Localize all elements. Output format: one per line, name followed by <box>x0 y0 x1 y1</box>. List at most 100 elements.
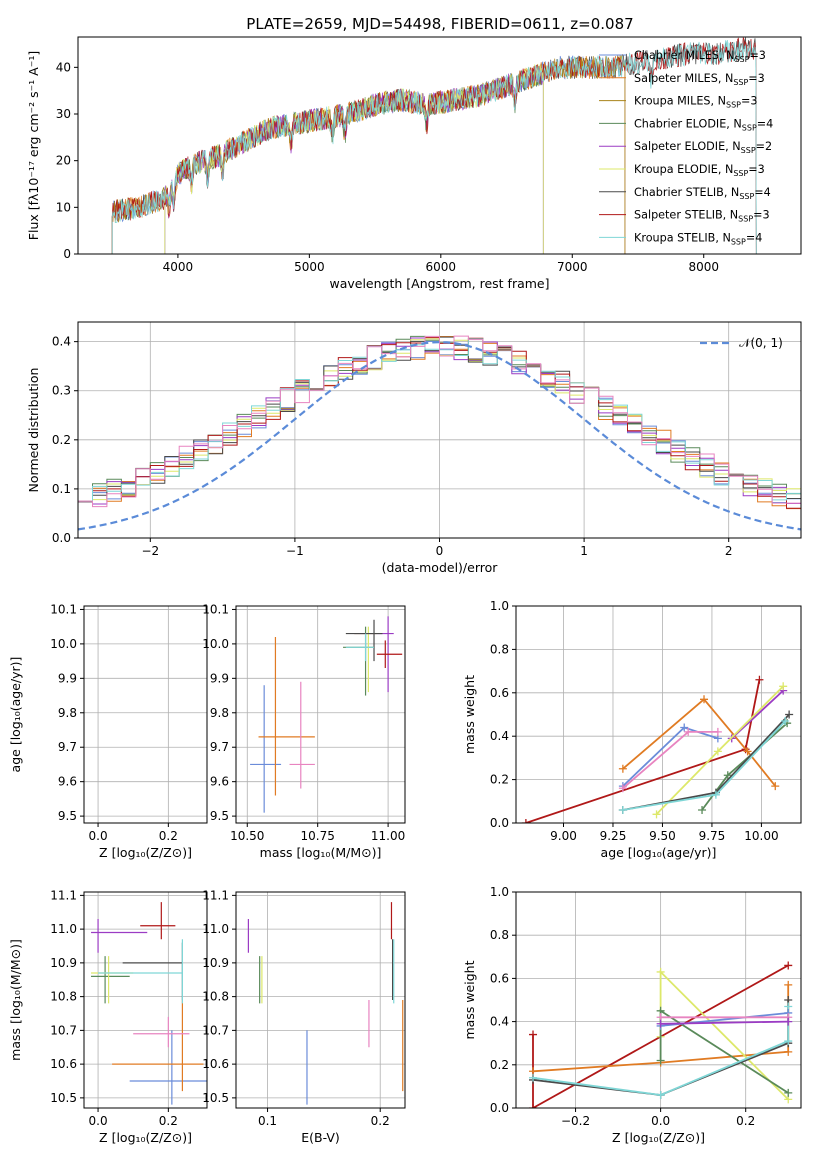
legend-entry-count: =4 <box>757 117 774 130</box>
axes-frame <box>235 605 406 824</box>
y-tick-label: 0.4 <box>490 1015 509 1029</box>
y-tick-label: 11.0 <box>50 922 77 936</box>
plot-area <box>78 335 801 531</box>
y-tick-label: 9.7 <box>58 740 77 754</box>
y-axis-label: Flux [fλ10⁻¹⁷ erg cm⁻² s⁻¹ A⁻¹] <box>26 51 41 240</box>
legend-entry-subscript: SSP <box>734 55 749 64</box>
mass-weight-marker <box>656 1056 665 1065</box>
y-tick-label: 1.0 <box>490 599 509 613</box>
legend-entry-subscript: SSP <box>742 123 757 132</box>
legend-entry-count: =3 <box>753 209 770 222</box>
mass-weight-line <box>532 964 789 1108</box>
y-tick-label: 0.3 <box>52 384 71 398</box>
y-tick-label: 10.9 <box>202 956 229 970</box>
y-axis-label: mass [log₁₀(M/M⊙)] <box>8 939 23 1061</box>
mass-weight-line <box>622 698 777 787</box>
y-tick-label: 9.6 <box>210 775 229 789</box>
mass-weight-marker <box>784 980 793 989</box>
y-tick-label: 9.8 <box>58 706 77 720</box>
legend-entry: Kroupa MILES, NSSP=3 <box>634 95 757 110</box>
legend-entry-name: Salpeter ELODIE, N <box>634 140 741 153</box>
mass-weight-marker <box>771 782 780 791</box>
legend-entry-name: Kroupa MILES, N <box>634 95 726 108</box>
y-tick-label: 1.0 <box>490 885 509 899</box>
mass-weight-marker <box>743 747 752 756</box>
histogram-panel: −2 −1 0 1 2 0.0 0.1 0.2 0.3 0.4 (data-model)/error… <box>26 321 802 575</box>
y-tick-label: 10 <box>56 200 71 214</box>
y-axis-label: Normed distribution <box>26 368 41 493</box>
legend-entry-name: Chabrier STELIB, N <box>634 186 739 199</box>
spectrum-series <box>111 55 626 254</box>
axes-frame <box>515 605 802 824</box>
y-tick-label: 9.6 <box>58 775 77 789</box>
x-tick-label: 4000 <box>163 260 194 274</box>
mass-weight-marker <box>529 1030 538 1039</box>
legend-entry-subscript: SSP <box>739 192 754 201</box>
x-tick-label: 1 <box>580 544 588 558</box>
plot-area <box>111 37 757 254</box>
y-tick-label: 9.5 <box>58 809 77 823</box>
legend-entry-count: =3 <box>749 49 766 62</box>
x-tick-label: 0.2 <box>159 1114 178 1128</box>
x-tick-label: 0.1 <box>258 1114 277 1128</box>
plot-area <box>250 616 403 813</box>
plot-area <box>529 961 793 1108</box>
x-axis-label: age [log₁₀(age/yr)] <box>601 845 717 860</box>
mass-weight-marker <box>784 961 793 970</box>
x-tick-label: 9.00 <box>550 829 577 843</box>
legend-entry-subscript: SSP <box>741 146 756 155</box>
x-tick-label: 10.75 <box>301 829 335 843</box>
y-tick-label: 0.0 <box>490 1101 509 1115</box>
x-tick-label: 10.00 <box>744 829 778 843</box>
x-tick-label: 8000 <box>688 260 719 274</box>
x-tick-label: 0.0 <box>89 1114 108 1128</box>
legend-entry-name: Kroupa STELIB, N <box>634 231 731 244</box>
mass-weight-marker <box>784 1037 793 1046</box>
mass-weight-marker <box>618 764 627 773</box>
y-tick-label: 10.8 <box>202 990 229 1004</box>
axes-frame <box>515 891 802 1109</box>
x-tick-label: 9.50 <box>649 829 676 843</box>
legend-entry: Salpeter STELIB, NSSP=3 <box>634 209 770 224</box>
spectrum-series <box>111 54 626 254</box>
legend-entry-name: Chabrier ELODIE, N <box>634 117 742 130</box>
y-tick-label: 10.8 <box>50 990 77 1004</box>
x-axis-label: wavelength [Angstrom, rest frame] <box>329 276 549 291</box>
x-axis-label: Z [log₁₀(Z/Z⊙)] <box>99 845 192 860</box>
legend-entry: 𝒩(0, 1) <box>739 336 783 350</box>
mass-weight-marker <box>656 1019 665 1028</box>
y-tick-label: 11.1 <box>202 888 229 902</box>
x-axis-label: Z [log₁₀(Z/Z⊙)] <box>99 1130 192 1145</box>
legend-entry-count: =3 <box>741 95 758 108</box>
plot-area <box>91 902 207 1105</box>
legend-entry-subscript: SSP <box>733 169 748 178</box>
x-tick-label: −2 <box>141 544 159 558</box>
mass-weight-marker <box>618 805 627 814</box>
y-tick-label: 40 <box>56 60 71 74</box>
x-tick-label: 0.0 <box>89 829 108 843</box>
mass-weight-marker <box>656 1091 665 1100</box>
y-tick-label: 20 <box>56 154 71 168</box>
spectrum-series <box>164 64 544 254</box>
y-axis-label: age [log₁₀(age/yr)] <box>8 657 23 773</box>
x-axis-label: mass [log₁₀(M/M⊙)] <box>260 845 382 860</box>
y-tick-label: 10.6 <box>50 1057 77 1071</box>
x-tick-label: 0 <box>436 544 444 558</box>
mass-weight-marker <box>711 790 720 799</box>
x-tick-label: 0.2 <box>159 829 178 843</box>
legend-entry-name: Kroupa ELODIE, N <box>634 163 733 176</box>
y-tick-label: 0.4 <box>52 335 71 349</box>
x-tick-label: 0.2 <box>371 1114 390 1128</box>
y-tick-label: 10.6 <box>202 1057 229 1071</box>
y-tick-label: 0.8 <box>490 928 509 942</box>
legend-entry-subscript: SSP <box>738 215 753 224</box>
y-tick-label: 10.9 <box>50 956 77 970</box>
legend-entry-name: Salpeter STELIB, N <box>634 209 738 222</box>
y-tick-label: 9.8 <box>210 706 229 720</box>
y-tick-label: 9.5 <box>210 809 229 823</box>
x-tick-label: 10.50 <box>230 829 264 843</box>
plot-area <box>247 902 404 1105</box>
legend-entry-count: =3 <box>748 72 765 85</box>
mass-weight-line <box>731 689 784 740</box>
y-tick-label: 0.1 <box>52 482 71 496</box>
